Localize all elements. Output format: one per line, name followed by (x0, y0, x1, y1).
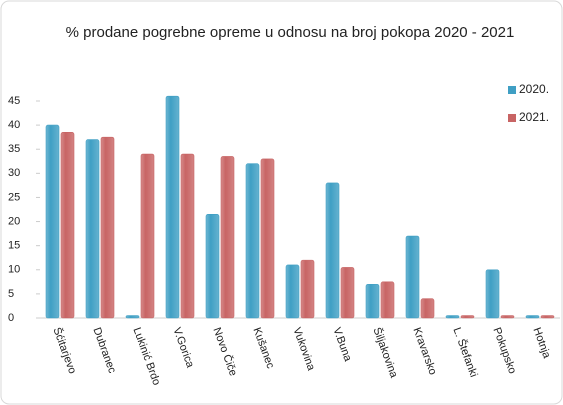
bar (525, 315, 540, 319)
bar (380, 281, 395, 319)
bar (365, 283, 380, 319)
y-tick-label: 40 (8, 119, 20, 131)
bar (285, 264, 300, 319)
bar (300, 259, 315, 319)
bar (445, 315, 460, 319)
bar (45, 124, 60, 319)
y-tick-label: 25 (8, 191, 20, 203)
bar (220, 156, 235, 319)
bar (500, 315, 515, 319)
y-tick-label: 5 (8, 288, 14, 300)
bar (325, 182, 340, 319)
bar (540, 315, 555, 319)
bar (60, 132, 75, 319)
y-tick-label: 15 (8, 240, 20, 252)
y-tick-label: 0 (8, 312, 14, 324)
legend-label: 2020. (519, 82, 549, 96)
bar (165, 95, 180, 319)
bar (460, 315, 475, 319)
bar (205, 214, 220, 319)
y-tick-label: 20 (8, 215, 20, 227)
bar (85, 139, 100, 319)
bar (405, 235, 420, 319)
bar (340, 267, 355, 319)
legend-swatch (508, 114, 516, 122)
bar (245, 163, 260, 319)
y-tick-label: 10 (8, 264, 20, 276)
bar (420, 298, 435, 319)
bar (485, 269, 500, 319)
bar (140, 153, 155, 319)
bar (260, 158, 275, 319)
chart-title: % prodane pogrebne opreme u odnosu na br… (66, 24, 515, 41)
y-tick-label: 30 (8, 167, 20, 179)
y-tick-label: 35 (8, 143, 20, 155)
bar (100, 136, 115, 319)
bar (125, 315, 140, 319)
y-tick-label: 45 (8, 95, 20, 107)
legend-label: 2021. (519, 110, 549, 124)
bar (180, 153, 195, 319)
legend-swatch (508, 86, 516, 94)
